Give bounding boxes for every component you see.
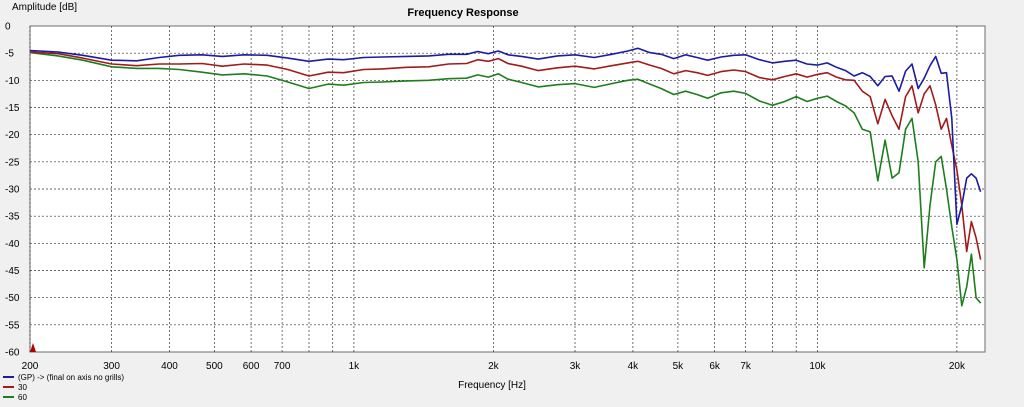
y-tick-label: -25 bbox=[5, 157, 20, 168]
x-tick-labels: 200 300 400 500 600 700 1k 2k 3k 4k 5k 6k 7k 10k 20k bbox=[22, 361, 966, 372]
x-tick-label: 5k bbox=[673, 361, 685, 372]
series-line bbox=[29, 47, 982, 226]
y-tick-label: -50 bbox=[5, 293, 20, 304]
y-tick-label: -5 bbox=[5, 49, 14, 60]
x-tick-label: 6k bbox=[709, 361, 721, 372]
y-tick-labels: 0 -5 -10 -15 -20 -25 -30 -35 -40 -45 -50 -55 -60 bbox=[5, 22, 20, 359]
y-tick-label: -55 bbox=[5, 320, 20, 331]
series-group bbox=[29, 47, 982, 307]
grid bbox=[29, 26, 985, 352]
x-tick-label: 700 bbox=[274, 361, 291, 372]
y-axis-label: Amplitude [dB] bbox=[12, 2, 77, 13]
legend-label: 30 bbox=[18, 383, 27, 392]
y-tick-label: -35 bbox=[5, 212, 20, 223]
x-tick-label: 600 bbox=[243, 361, 260, 372]
y-tick-label: -60 bbox=[5, 348, 20, 359]
x-tick-label: 7k bbox=[740, 361, 752, 372]
series-line bbox=[29, 51, 982, 260]
y-tick-label: -30 bbox=[5, 185, 20, 196]
x-axis-label: Frequency [Hz] bbox=[458, 380, 526, 391]
chart-title: Frequency Response bbox=[407, 7, 518, 19]
x-tick-label: 2k bbox=[488, 361, 500, 372]
marker-triangle-icon bbox=[30, 343, 36, 352]
legend-label: (GP) -> (final on axis no grills) bbox=[18, 373, 124, 382]
x-tick-label: 300 bbox=[103, 361, 120, 372]
x-tick-label: 1k bbox=[349, 361, 361, 372]
x-tick-label: 200 bbox=[22, 361, 39, 372]
y-tick-label: -40 bbox=[5, 239, 20, 250]
x-tick-label: 20k bbox=[949, 361, 966, 372]
x-tick-label: 3k bbox=[570, 361, 582, 372]
x-tick-label: 500 bbox=[206, 361, 223, 372]
legend-label: 60 bbox=[18, 393, 27, 402]
y-tick-label: -45 bbox=[5, 266, 20, 277]
y-tick-label: -10 bbox=[5, 76, 20, 87]
x-tick-label: 10k bbox=[809, 361, 826, 372]
x-tick-label: 400 bbox=[161, 361, 178, 372]
y-tick-label: -20 bbox=[5, 130, 20, 141]
y-tick-label: 0 bbox=[5, 22, 11, 33]
x-tick-label: 4k bbox=[628, 361, 640, 372]
series-line bbox=[29, 51, 982, 307]
y-tick-label: -15 bbox=[5, 103, 20, 114]
